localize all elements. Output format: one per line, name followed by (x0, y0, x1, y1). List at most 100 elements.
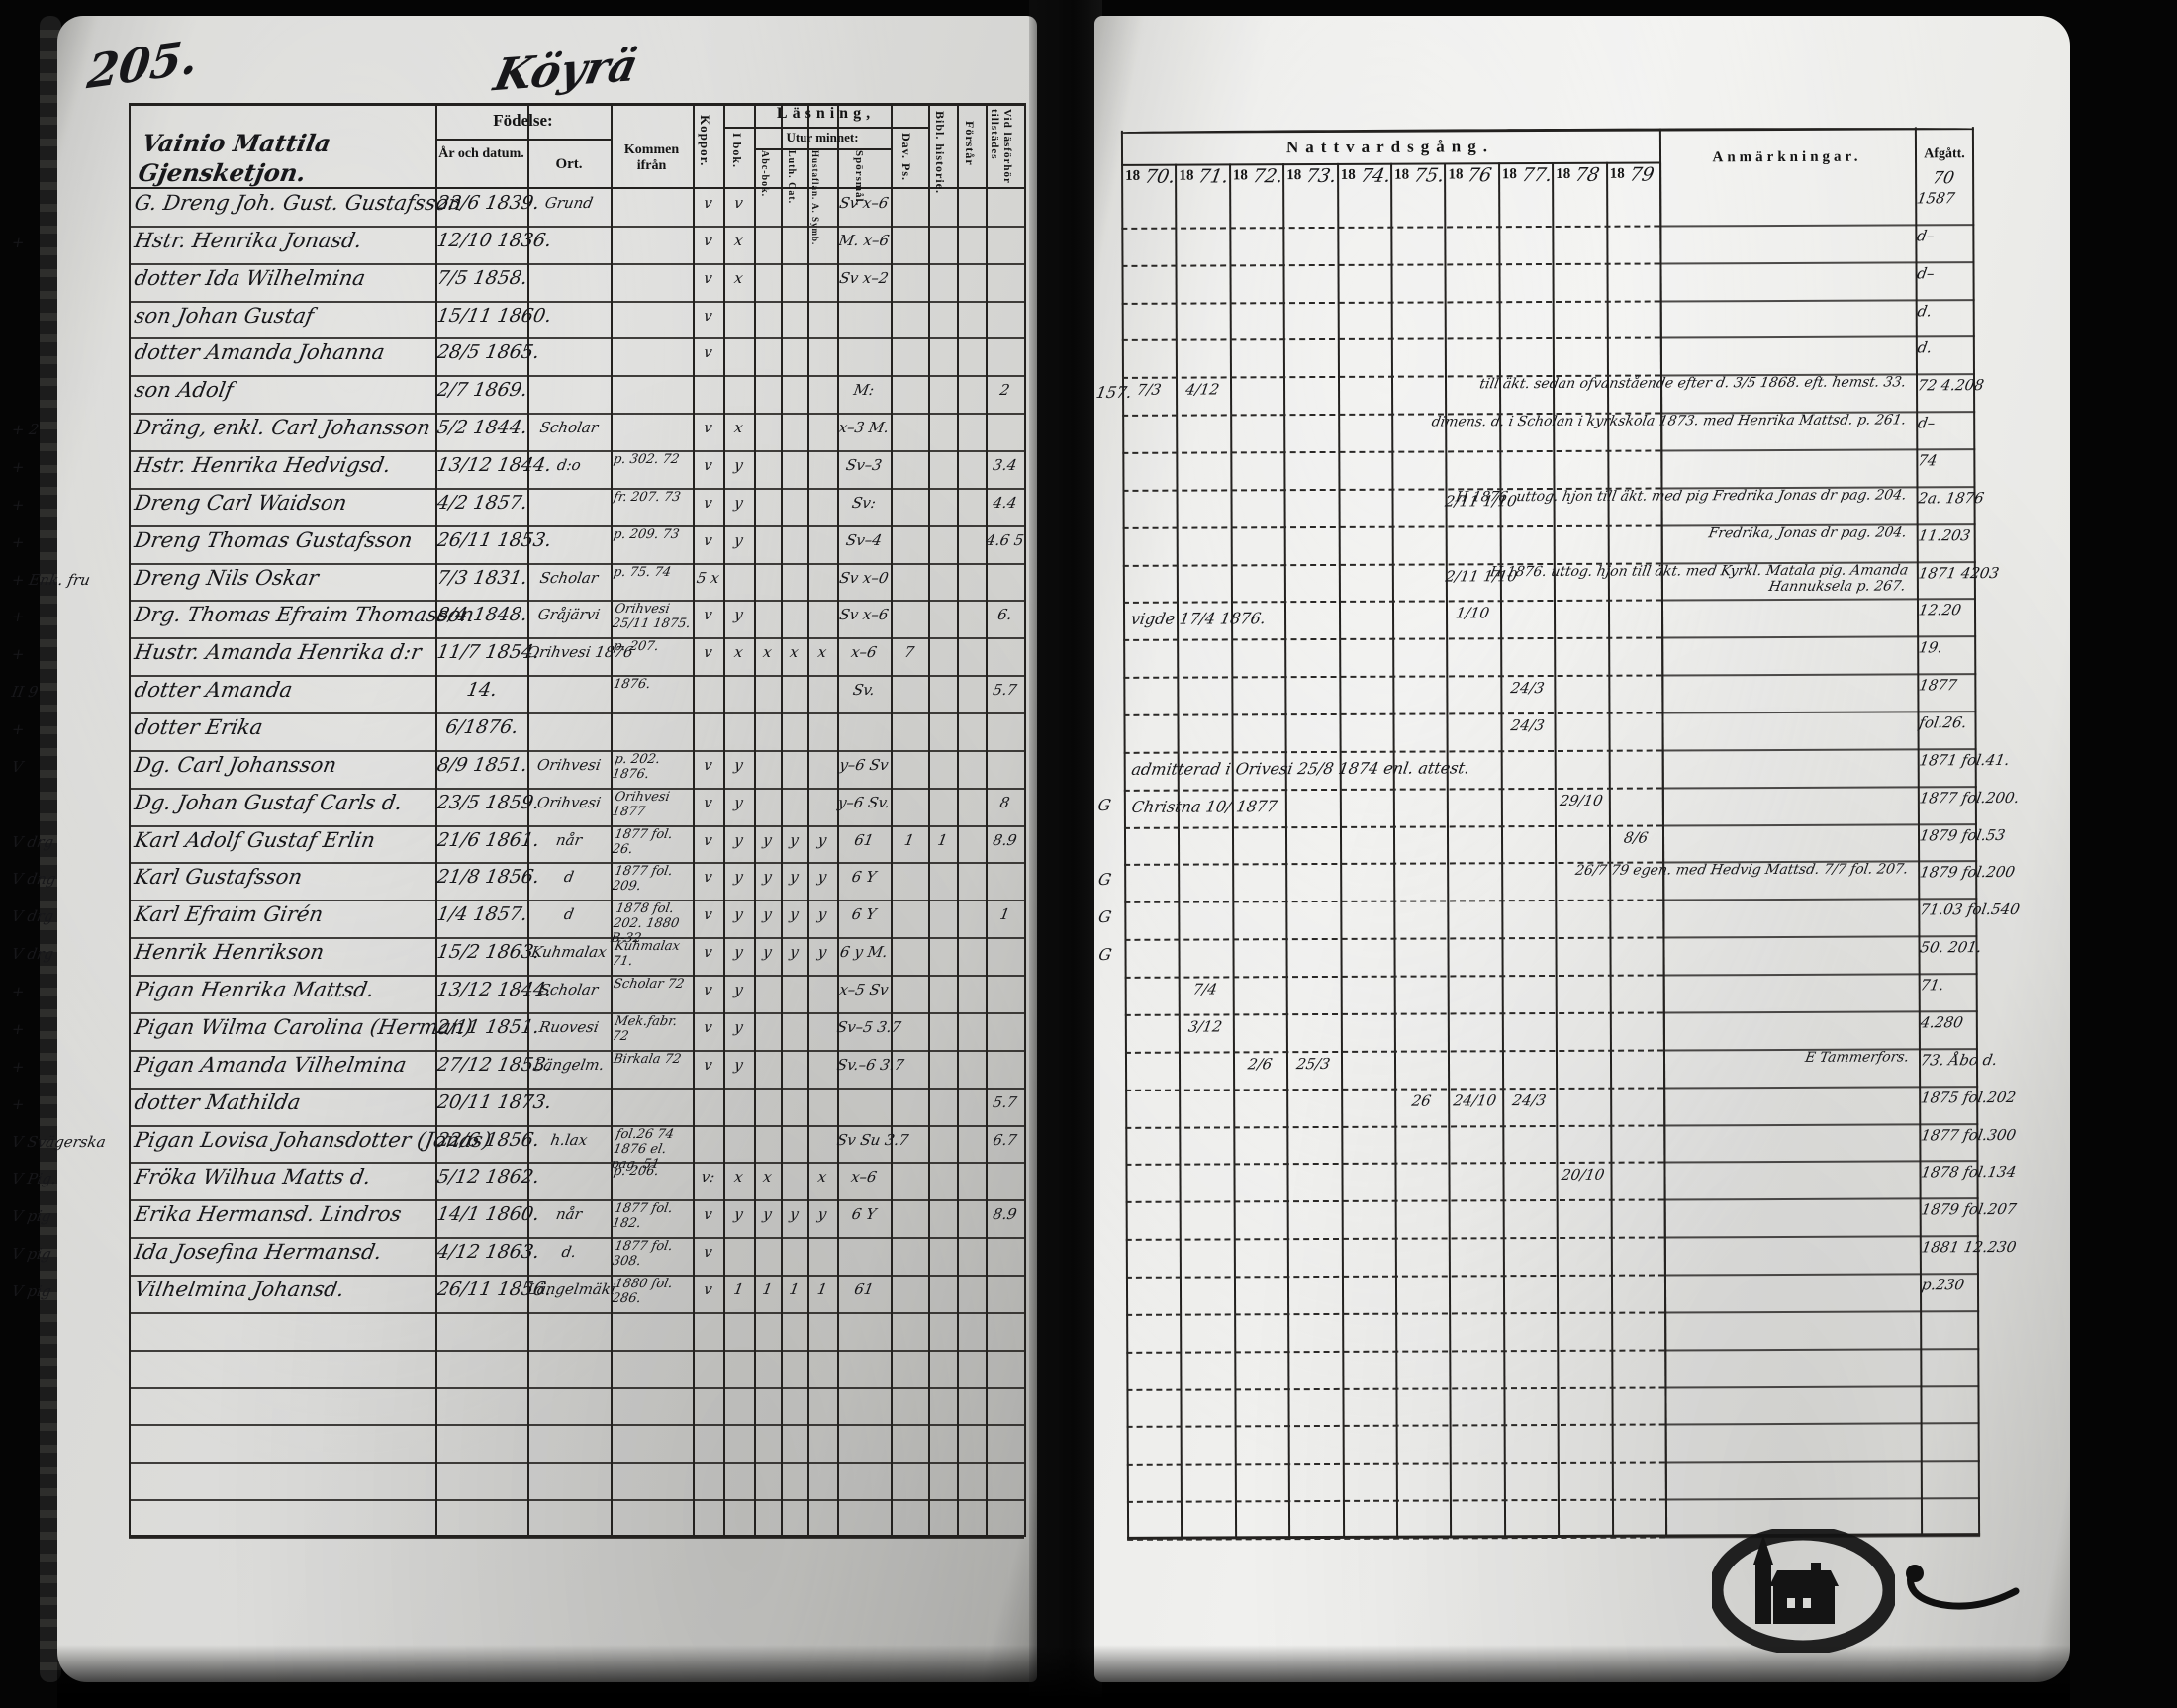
ledger-row: V pig Erika Hermansd. Lindros 14/1 1860. nå… (10, 1199, 1024, 1237)
birthdate-cell: 2/11 1851. (435, 1015, 542, 1038)
afgatt-cell: d– (1915, 264, 1937, 283)
spors-mark: 6 Y (850, 1205, 878, 1224)
communion-row: 2/6 25/3 E Tammerfors. 73. Åbo d. (1125, 1048, 1998, 1090)
remark-cell: H 1876. uttog. hjon till äkt. med Kyrkl.… (1488, 562, 1910, 595)
name-cell: son Adolf (132, 378, 236, 403)
name-cell: dotter Amanda Johanna (132, 340, 387, 365)
remark-cell: E Tammerfors. (1803, 1049, 1911, 1066)
name-cell: dotter Erika (132, 715, 265, 740)
luth-mark: y (788, 868, 801, 887)
birthdate-cell: 7/3 1831. (435, 566, 529, 589)
margin-note: V pig (10, 1207, 53, 1226)
communion-row: G 26/7 79 egen. med Hedvig Mattsd. 7/7 fo… (1097, 861, 2017, 902)
communion-date-mark: 24/3 (1508, 679, 1546, 698)
ort-cell: Gråjärvi (536, 606, 602, 624)
year-suffix: 74. (1358, 164, 1392, 187)
ort-cell: Scholar (538, 419, 600, 437)
spors-mark: y–6 Sv (837, 755, 891, 774)
koppor-mark: 5 x (695, 568, 721, 587)
name-cell: Ida Josefina Hermansd. (132, 1240, 384, 1265)
communion-row (1126, 1385, 1979, 1427)
communion-row: 157. 7/3 4/12 till äkt. sedan ofvanstående … (1094, 373, 1985, 415)
name-cell: son Johan Gustaf (132, 303, 316, 328)
afgatt-cell: 19. (1917, 638, 1944, 657)
year-suffix: 70. (1143, 165, 1178, 188)
luth-mark: y (788, 830, 801, 849)
luth-mark: y (788, 943, 801, 962)
vid-mark: 8 (998, 793, 1011, 811)
ibok-mark: v (732, 194, 745, 212)
birthdate-cell: 28/5 1865. (435, 341, 542, 364)
name-cell: dotter Mathilda (132, 1090, 303, 1114)
header-luth-cat: Luth. Cat. (786, 150, 797, 205)
communion-row: 2/11 1/10 H 1876. uttog. hjon till äkt. m… (1122, 486, 1985, 527)
left-page (57, 16, 1037, 1682)
header-forstar: Förstår (963, 121, 977, 166)
kommen-cell: Orihvesi 1877 (611, 789, 671, 819)
header-abc-bok: Abc-bok. (759, 150, 770, 198)
ibok-mark: y (732, 755, 745, 774)
year-header: 18 70. (1121, 165, 1178, 190)
birthdate-cell: 2/7 1869. (435, 379, 529, 402)
ledger-row (129, 1387, 1024, 1425)
name-cell: Karl Efraim Girén (132, 902, 326, 927)
birthdate-cell: 26/11 1856. (435, 1278, 554, 1300)
birthdate-cell: 26/11 1853. (435, 528, 554, 551)
vid-mark: 5.7 (991, 1092, 1019, 1111)
ledger-row: + Pigan Henrika Mattsd. 13/12 1844. Scholar… (10, 975, 1024, 1012)
communion-row: 7/4 71. (1125, 973, 1978, 1014)
vid-mark: 8.9 (991, 1205, 1019, 1224)
year-prefix: 18 (1125, 167, 1141, 184)
communion-row: d. (1122, 336, 1975, 378)
birthdate-cell: 5/12 1862. (435, 1166, 542, 1188)
margin-note: V drg (10, 945, 55, 964)
hust-mark: x (816, 643, 828, 662)
communion-row: 1587 (1121, 186, 1974, 228)
ibok-mark: x (732, 1168, 745, 1186)
afgatt-cell: 1871 4203 (1917, 563, 2001, 582)
koppor-mark: v (702, 419, 714, 437)
margin-note: II 9 (10, 683, 40, 702)
communion-date-mark: 2/6 (1246, 1054, 1274, 1074)
ort-cell: h.lax (549, 1130, 589, 1149)
ort-cell: Orihvesi 1876 (525, 643, 635, 662)
communion-date-mark: 26 (1410, 1091, 1433, 1110)
afgatt-cell: d. (1916, 301, 1934, 320)
ledger-row: + Dreng Carl Waidson 4/2 1857. fr. 207. 73 v… (10, 488, 1024, 525)
ort-cell: Scholar (538, 981, 600, 999)
year-header: 18 76 (1444, 164, 1497, 188)
ledger-row: + Enk. fru Dreng Nils Oskar 7/3 1831. Schol… (10, 563, 1024, 601)
afgatt-cell: 1878 fol.134 (1919, 1163, 2018, 1182)
communion-row: 74 (1122, 448, 1975, 490)
kommen-cell: Birkala 72 (612, 1051, 683, 1067)
ort-cell: d. (560, 1243, 578, 1262)
birthdate-cell: 4/2 1857. (435, 491, 529, 514)
koppor-mark: v (702, 231, 714, 249)
year-header: 18 78 (1552, 164, 1605, 188)
name-cell: Henrik Henrikson (132, 940, 327, 965)
vid-mark: 6. (995, 606, 1014, 624)
koppor-mark: v (702, 905, 714, 924)
birthdate-cell: 14/1 1860. (435, 1203, 542, 1226)
davps-mark: 1 (902, 830, 916, 849)
hust-mark: y (816, 1205, 828, 1224)
margin-note: + (10, 458, 27, 477)
bibl-mark: 1 (936, 830, 949, 849)
birthdate-cell: 8/9 1851. (435, 753, 529, 776)
abc-mark: y (761, 905, 774, 924)
remark-cell: Fredrika, Jonas dr pag. 204. (1707, 524, 1909, 542)
header-dav-ps: Dav. Ps. (899, 133, 913, 182)
communion-row: d. (1122, 299, 1975, 340)
ledger-row: son Johan Gustaf 15/11 1860. v (129, 301, 1024, 338)
ort-cell: d (562, 905, 576, 924)
afgatt-cell: 1879 fol.200 (1918, 863, 2017, 882)
margin-note: + (10, 645, 27, 664)
birthdate-cell: 23/5 1859. (435, 791, 542, 813)
communion-row: d– (1121, 224, 1974, 265)
year-header: 18 74. (1337, 164, 1392, 189)
name-cell: Dg. Carl Johansson (132, 752, 339, 777)
communion-row: 24/3 fol.26. (1123, 711, 1976, 752)
afgatt-cell: 1881 12.230 (1920, 1238, 2018, 1257)
ibok-mark: y (732, 1055, 745, 1074)
ledger-row: dotter Ida Wilhelmina 7/5 1858. v x Sv x–2 (129, 263, 1024, 301)
